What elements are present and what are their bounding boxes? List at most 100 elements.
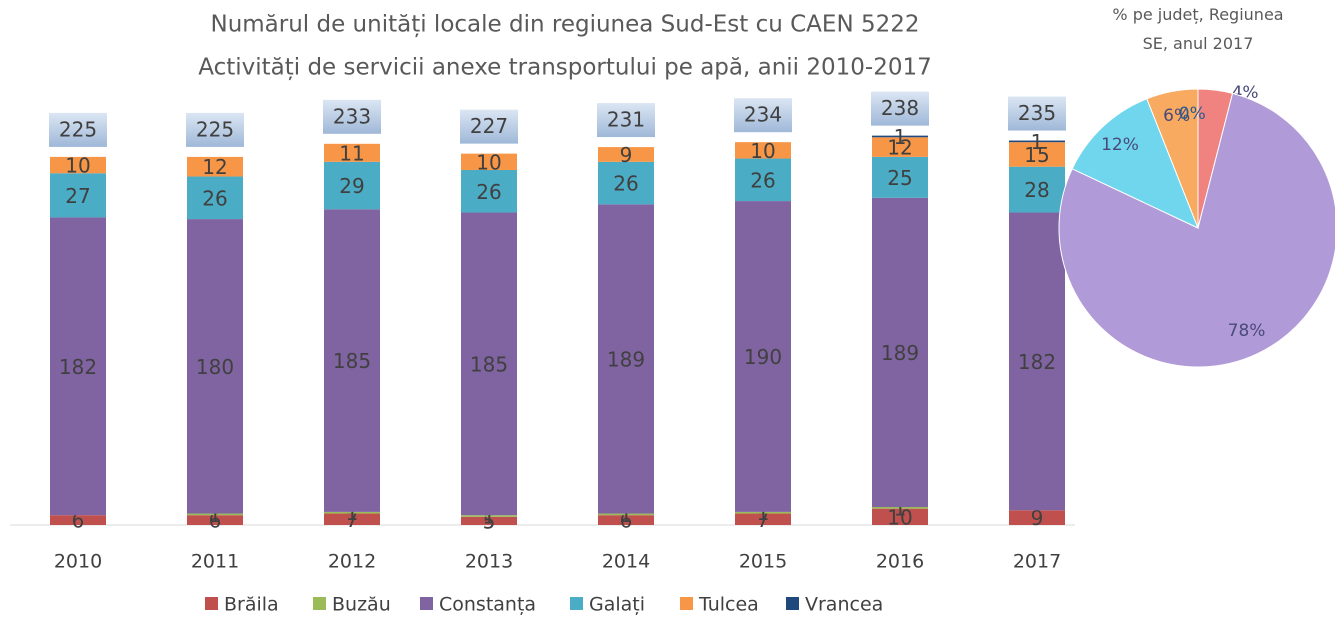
total-label: 238 [881, 96, 919, 120]
bar-segment [187, 513, 243, 516]
data-label: 26 [613, 172, 638, 196]
bar-segment [735, 201, 791, 512]
total-label: 225 [196, 117, 234, 141]
bar-segment [461, 169, 517, 213]
total-box [323, 99, 381, 134]
bar-segment [461, 212, 517, 516]
data-label: 190 [744, 345, 782, 369]
bar-segment [324, 161, 380, 210]
data-label: 189 [881, 341, 919, 365]
total-box [186, 112, 244, 147]
bar-segment [872, 156, 928, 198]
bar-segment [50, 515, 106, 525]
data-label: 26 [476, 180, 501, 204]
data-label: 10 [65, 154, 90, 178]
bar-segment [1009, 166, 1065, 213]
x-tick-label: 2012 [328, 551, 376, 573]
bar-segment [50, 156, 106, 174]
data-label: 12 [887, 136, 912, 160]
data-label: 25 [887, 166, 912, 190]
bar-segment [1009, 510, 1065, 525]
chart-title: Numărul de unități locale din regiunea S… [210, 12, 919, 38]
bar-segment [50, 173, 106, 218]
data-label: 185 [333, 349, 371, 373]
bar-segment [1009, 140, 1065, 143]
legend-label: Constanța [439, 594, 536, 616]
data-label: 182 [1018, 350, 1056, 374]
legend-swatch [420, 597, 433, 610]
chart-subtitle: Activități de servicii anexe transportul… [198, 55, 932, 81]
pie-slice [1058, 92, 1335, 368]
data-label: 29 [339, 174, 364, 198]
total-box [597, 103, 655, 138]
legend-label: Galați [589, 594, 645, 616]
total-box [871, 91, 929, 126]
x-tick-label: 2014 [602, 551, 650, 573]
bar-segment [187, 176, 243, 220]
data-label: 189 [607, 347, 645, 371]
pie-slice [1071, 98, 1199, 229]
legend-label: Vrancea [805, 594, 883, 616]
total-label: 235 [1018, 101, 1056, 125]
data-label: 10 [750, 139, 775, 163]
bar-segment [735, 513, 791, 525]
data-label: 1 [1031, 130, 1044, 154]
total-box [460, 109, 518, 144]
data-label: 7 [346, 508, 359, 532]
total-box [49, 112, 107, 147]
bar-segment [872, 135, 928, 138]
bar-segment [872, 197, 928, 508]
bar-segment [187, 156, 243, 177]
pie-slice [1146, 88, 1199, 229]
legend-label: Buzău [332, 594, 391, 616]
pie-label: 0% [1179, 104, 1206, 124]
total-label: 225 [59, 117, 97, 141]
legend-label: Brăila [224, 594, 279, 616]
legend-swatch [570, 597, 583, 610]
legend-label: Tulcea [698, 594, 759, 616]
data-label: 11 [339, 141, 364, 165]
data-label: 185 [470, 352, 508, 376]
bar-segment [50, 217, 106, 516]
bar-segment [1009, 142, 1065, 167]
bar-segment [324, 209, 380, 512]
bar-segment [598, 204, 654, 514]
legend-swatch [205, 597, 218, 610]
bar-segment [1009, 212, 1065, 511]
data-label: 9 [620, 143, 633, 167]
total-box [734, 98, 792, 133]
total-label: 234 [744, 103, 782, 127]
bar-segment [324, 513, 380, 525]
pie-label: 12% [1101, 135, 1139, 155]
bar-segment [872, 507, 928, 509]
total-label: 227 [470, 114, 508, 138]
data-label: 7 [757, 508, 770, 532]
total-label: 233 [333, 104, 371, 128]
bar-segment [461, 515, 517, 517]
bar-segment [872, 508, 928, 525]
x-tick-label: 2013 [465, 551, 513, 573]
bar-segment [461, 516, 517, 525]
bar-segment [324, 143, 380, 162]
bar-segment [598, 147, 654, 162]
bar-segment [187, 515, 243, 525]
data-label: 10 [887, 505, 912, 529]
total-box [1008, 96, 1066, 131]
bar-segment [735, 511, 791, 514]
legend-swatch [786, 597, 799, 610]
x-tick-label: 2017 [1013, 551, 1061, 573]
bar-segment [324, 511, 380, 514]
data-label: 15 [1024, 143, 1049, 167]
data-label: 9 [1031, 506, 1044, 530]
x-tick-label: 2011 [191, 551, 239, 573]
x-tick-label: 2015 [739, 551, 787, 573]
pie-label: 6% [1163, 106, 1190, 126]
bar-segment [735, 142, 791, 159]
bar-segment [187, 219, 243, 514]
bar-segment [461, 153, 517, 170]
bar-segment [598, 513, 654, 516]
bar-segment [872, 137, 928, 157]
legend-swatch [680, 597, 693, 610]
data-label: 26 [750, 168, 775, 192]
data-label: 28 [1024, 178, 1049, 202]
